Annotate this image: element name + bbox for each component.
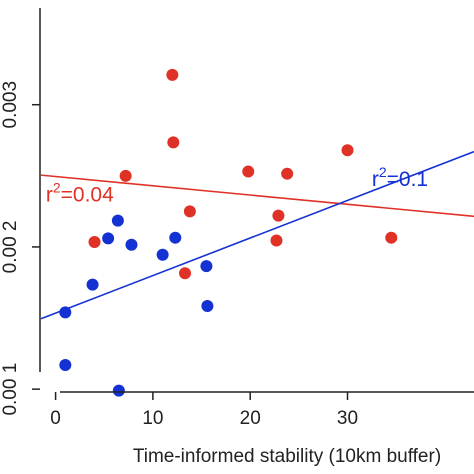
data-point-0-8 (272, 209, 285, 222)
data-point-0-6 (242, 165, 255, 178)
x-tick-label-2: 20 (240, 408, 261, 429)
data-point-0-7 (270, 234, 283, 247)
data-point-1-2 (86, 278, 99, 291)
x-tick-label-1: 10 (142, 408, 163, 429)
x-tick-label-3: 30 (337, 408, 358, 429)
data-point-0-9 (281, 167, 294, 180)
data-point-0-11 (385, 231, 398, 244)
y-tick-label-0: 0.00 1 (0, 363, 21, 416)
data-point-1-9 (200, 260, 213, 273)
data-point-0-2 (166, 68, 179, 81)
data-point-1-1 (59, 306, 72, 319)
y-tick-label-2: 0.003 (0, 81, 21, 129)
data-point-0-10 (341, 144, 354, 157)
r-squared-label-0: r2=0.04 (46, 179, 114, 206)
data-point-0-5 (183, 205, 196, 218)
data-point-0-4 (179, 267, 192, 280)
plot-layer: r2=0.04 r2=0.1 (40, 68, 474, 397)
data-point-1-7 (156, 248, 169, 261)
data-point-1-8 (169, 231, 182, 244)
x-tick-label-0: 0 (50, 408, 61, 429)
fit-line-1 (40, 150, 474, 320)
data-point-1-5 (112, 384, 125, 397)
data-point-0-1 (119, 169, 132, 182)
data-point-1-10 (201, 299, 214, 312)
data-point-0-0 (88, 235, 101, 248)
data-point-1-0 (59, 358, 72, 371)
data-point-1-4 (111, 214, 124, 227)
data-point-0-3 (167, 136, 180, 149)
r-squared-label-1: r2=0.1 (372, 164, 428, 191)
y-tick-label-1: 0.00 2 (0, 221, 21, 274)
x-axis-title: Time-informed stability (10km buffer) (133, 446, 441, 467)
data-point-1-6 (125, 238, 138, 251)
axis-layer: 0 10 20 30 0.00 1 0.00 2 0.003 (0, 8, 474, 429)
fit-line-0 (40, 174, 474, 218)
data-point-1-3 (102, 232, 115, 245)
